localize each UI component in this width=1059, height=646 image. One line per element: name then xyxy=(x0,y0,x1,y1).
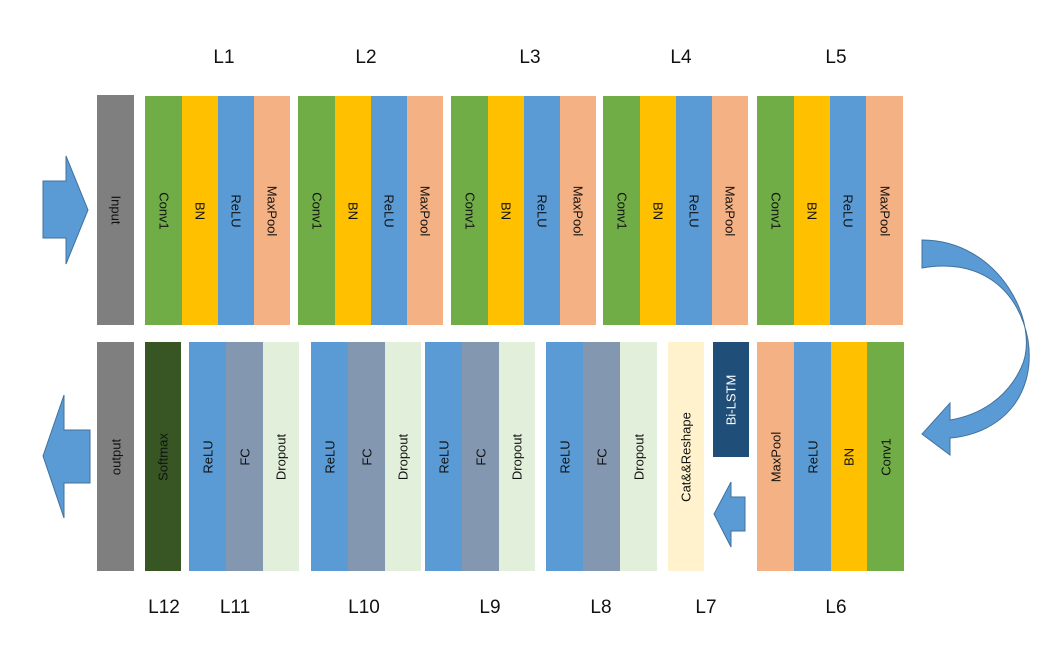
label-l4: L4 xyxy=(670,47,692,68)
l8-relu-label: ReLU xyxy=(557,439,572,474)
l5-maxpool-label: MaxPool xyxy=(877,185,892,236)
label-l2: L2 xyxy=(355,47,377,68)
input-block: Input xyxy=(97,95,134,325)
l7-cat-reshape-label: Cat&&Reshape xyxy=(678,411,694,502)
l3-bn-label: BN xyxy=(498,201,514,220)
l2-conv-block: Conv1 xyxy=(298,96,335,325)
l6-maxpool-label: MaxPool xyxy=(768,431,783,482)
l2-maxpool-label: MaxPool xyxy=(417,185,433,236)
l6-conv-block: Conv1 xyxy=(867,342,904,571)
l4-bn-block: BN xyxy=(640,96,676,325)
l8-relu-block: ReLU xyxy=(546,342,583,571)
l8-fc-block: FC xyxy=(583,342,620,571)
l2-conv-label: Conv1 xyxy=(309,191,324,230)
label-l9: L9 xyxy=(479,597,501,618)
l3-maxpool-label: MaxPool xyxy=(570,185,586,236)
l4-conv-label: Conv1 xyxy=(614,191,629,230)
l8-dropout-block: Dropout xyxy=(620,342,657,571)
label-l11: L11 xyxy=(219,597,251,618)
l11-relu-block: ReLU xyxy=(189,342,226,571)
l1-conv-label: Conv1 xyxy=(156,191,171,230)
l3-relu-label: ReLU xyxy=(534,193,550,228)
l4-conv-block: Conv1 xyxy=(603,96,640,325)
l1-bn-block: BN xyxy=(182,96,218,325)
l11-dropout-block: Dropout xyxy=(263,342,299,571)
bilstm-block: Bi-LSTM xyxy=(713,342,749,457)
l11-fc-block: FC xyxy=(226,342,263,571)
output-label: output xyxy=(108,438,123,475)
l11-fc-label: FC xyxy=(237,447,252,466)
l3-bn-block: BN xyxy=(488,96,524,325)
l2-relu-block: ReLU xyxy=(371,96,407,325)
l9-fc-block: FC xyxy=(462,342,499,571)
l4-maxpool-block: MaxPool xyxy=(712,96,748,325)
l8-dropout-label: Dropout xyxy=(631,433,646,480)
l5-conv-label: Conv1 xyxy=(768,191,783,230)
label-l10: L10 xyxy=(348,597,380,618)
l4-bn-label: BN xyxy=(650,201,666,220)
l10-dropout-label: Dropout xyxy=(395,433,411,480)
l9-dropout-label: Dropout xyxy=(509,433,525,480)
l2-maxpool-block: MaxPool xyxy=(407,96,443,325)
curved-arrow xyxy=(921,239,1030,456)
l5-bn-label: BN xyxy=(804,201,820,220)
l3-conv-label: Conv1 xyxy=(462,191,477,230)
label-l8: L8 xyxy=(590,597,612,618)
l2-bn-label: BN xyxy=(345,201,361,220)
label-l1: L1 xyxy=(213,47,235,68)
l9-relu-label: ReLU xyxy=(436,439,451,474)
l10-relu-label: ReLU xyxy=(322,439,337,474)
l7-cat-reshape-block: Cat&&Reshape xyxy=(668,342,704,571)
l10-fc-label: FC xyxy=(359,447,374,466)
l2-relu-label: ReLU xyxy=(381,193,397,228)
l6-to-l7-arrow xyxy=(713,481,746,548)
l4-maxpool-label: MaxPool xyxy=(722,185,738,236)
l6-bn-block: BN xyxy=(831,342,867,571)
label-l7: L7 xyxy=(695,597,717,618)
l9-dropout-block: Dropout xyxy=(499,342,535,571)
l1-relu-label: ReLU xyxy=(228,193,244,228)
input-arrow xyxy=(42,155,89,265)
l3-conv-block: Conv1 xyxy=(451,96,488,325)
l10-dropout-block: Dropout xyxy=(385,342,421,571)
label-l3: L3 xyxy=(519,47,541,68)
l3-maxpool-block: MaxPool xyxy=(560,96,596,325)
l12-softmax-block: Softmax xyxy=(145,342,181,571)
l5-bn-block: BN xyxy=(794,96,830,325)
l9-relu-block: ReLU xyxy=(425,342,462,571)
l1-conv-block: Conv1 xyxy=(145,96,182,325)
l6-relu-block: ReLU xyxy=(794,342,831,571)
l1-relu-block: ReLU xyxy=(218,96,254,325)
label-l5: L5 xyxy=(825,47,847,68)
l6-conv-label: Conv1 xyxy=(878,437,893,476)
l8-fc-label: FC xyxy=(594,447,609,466)
output-block: output xyxy=(97,342,134,571)
l5-maxpool-block: MaxPool xyxy=(866,96,903,325)
label-l12: L12 xyxy=(148,597,180,618)
l10-relu-block: ReLU xyxy=(311,342,348,571)
l6-relu-label: ReLU xyxy=(805,439,820,474)
l5-conv-block: Conv1 xyxy=(757,96,794,325)
l10-fc-block: FC xyxy=(348,342,385,571)
l5-relu-label: ReLU xyxy=(840,193,856,228)
output-arrow xyxy=(42,394,91,519)
l9-fc-label: FC xyxy=(473,447,488,466)
l2-bn-block: BN xyxy=(335,96,371,325)
l4-relu-label: ReLU xyxy=(686,193,702,228)
l6-bn-label: BN xyxy=(841,447,857,466)
l12-softmax-label: Softmax xyxy=(155,432,171,481)
l1-maxpool-label: MaxPool xyxy=(264,185,280,236)
bilstm-label: Bi-LSTM xyxy=(723,374,739,425)
l11-relu-label: ReLU xyxy=(200,439,215,474)
l11-dropout-label: Dropout xyxy=(273,433,289,480)
l1-bn-label: BN xyxy=(192,201,208,220)
l5-relu-block: ReLU xyxy=(830,96,866,325)
l3-relu-block: ReLU xyxy=(524,96,560,325)
l4-relu-block: ReLU xyxy=(676,96,712,325)
l1-maxpool-block: MaxPool xyxy=(254,96,290,325)
input-label: Input xyxy=(108,195,123,225)
l6-maxpool-block: MaxPool xyxy=(757,342,794,571)
label-l6: L6 xyxy=(825,597,847,618)
